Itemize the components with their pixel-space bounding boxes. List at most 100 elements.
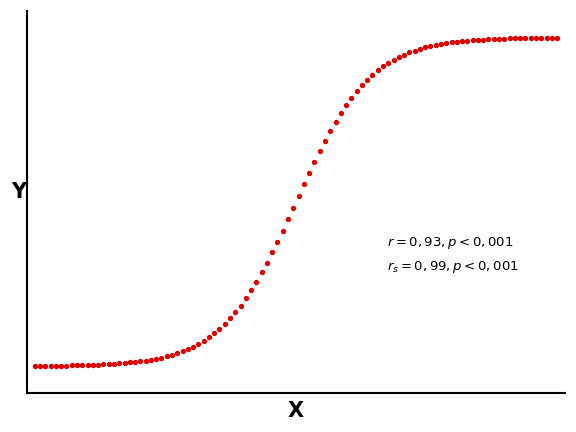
Point: [125, 359, 134, 366]
Point: [73, 362, 82, 369]
Point: [294, 193, 303, 200]
Point: [173, 349, 182, 356]
Point: [373, 67, 382, 74]
Point: [468, 37, 478, 44]
Point: [521, 35, 530, 41]
Point: [362, 76, 372, 83]
Point: [262, 259, 271, 266]
Point: [225, 315, 234, 322]
Point: [210, 330, 219, 337]
Point: [41, 362, 50, 369]
Point: [331, 118, 340, 125]
Point: [384, 60, 393, 67]
Point: [347, 95, 356, 102]
Point: [310, 159, 319, 165]
Point: [305, 170, 314, 177]
Point: [325, 128, 335, 135]
Point: [51, 362, 60, 369]
Point: [268, 249, 277, 256]
Point: [516, 35, 525, 41]
Point: [336, 110, 346, 117]
Point: [547, 34, 556, 41]
Point: [457, 38, 467, 44]
Y-axis label: Y: Y: [11, 182, 26, 202]
Point: [99, 361, 108, 368]
Point: [494, 35, 503, 42]
Point: [357, 82, 366, 89]
Point: [400, 51, 409, 58]
Point: [120, 359, 129, 366]
Point: [442, 40, 451, 47]
Point: [183, 346, 192, 353]
Point: [278, 227, 287, 234]
Point: [320, 137, 329, 144]
Point: [146, 356, 156, 363]
Point: [93, 361, 103, 368]
Point: [220, 321, 229, 327]
Point: [426, 43, 435, 50]
Point: [115, 360, 124, 367]
Point: [204, 334, 214, 341]
Point: [273, 238, 282, 245]
Point: [410, 47, 419, 54]
Point: [352, 88, 361, 95]
Point: [479, 36, 488, 43]
Point: [526, 35, 535, 41]
Point: [230, 309, 240, 316]
Point: [56, 362, 66, 369]
Point: [151, 355, 161, 362]
Point: [130, 359, 139, 365]
Point: [252, 278, 261, 285]
Point: [315, 148, 324, 155]
Point: [62, 362, 71, 369]
Point: [531, 35, 540, 41]
Point: [194, 340, 203, 347]
Point: [489, 35, 498, 42]
Point: [389, 56, 398, 63]
Point: [178, 348, 187, 355]
Point: [552, 34, 562, 41]
Point: [188, 343, 198, 350]
Point: [415, 45, 425, 52]
Point: [447, 39, 456, 46]
Point: [247, 287, 256, 294]
Point: [46, 362, 55, 369]
Point: [484, 36, 493, 43]
Point: [405, 49, 414, 56]
Point: [342, 102, 351, 109]
Point: [537, 35, 546, 41]
Point: [136, 358, 145, 365]
Point: [500, 35, 509, 42]
Point: [505, 35, 514, 42]
Point: [394, 54, 403, 60]
Point: [157, 354, 166, 361]
Point: [30, 362, 39, 369]
Point: [83, 362, 92, 368]
Point: [378, 63, 388, 70]
Text: $r = 0, 93, p < 0, 001$
$r_s = 0, 99, p < 0, 001$: $r = 0, 93, p < 0, 001$ $r_s = 0, 99, p …: [388, 235, 519, 275]
Point: [431, 41, 440, 48]
Point: [36, 362, 45, 369]
Point: [78, 362, 87, 368]
Point: [368, 71, 377, 78]
X-axis label: X: X: [288, 401, 304, 421]
Point: [104, 361, 113, 368]
Point: [542, 35, 551, 41]
Point: [215, 325, 224, 332]
Point: [88, 362, 97, 368]
Point: [241, 295, 251, 302]
Point: [236, 302, 245, 309]
Point: [257, 269, 266, 276]
Point: [473, 36, 483, 43]
Point: [109, 360, 119, 367]
Point: [168, 351, 177, 358]
Point: [199, 337, 209, 344]
Point: [452, 38, 461, 45]
Point: [437, 41, 446, 48]
Point: [463, 37, 472, 44]
Point: [300, 181, 309, 188]
Point: [67, 362, 77, 369]
Point: [283, 216, 293, 222]
Point: [420, 44, 430, 51]
Point: [510, 35, 520, 42]
